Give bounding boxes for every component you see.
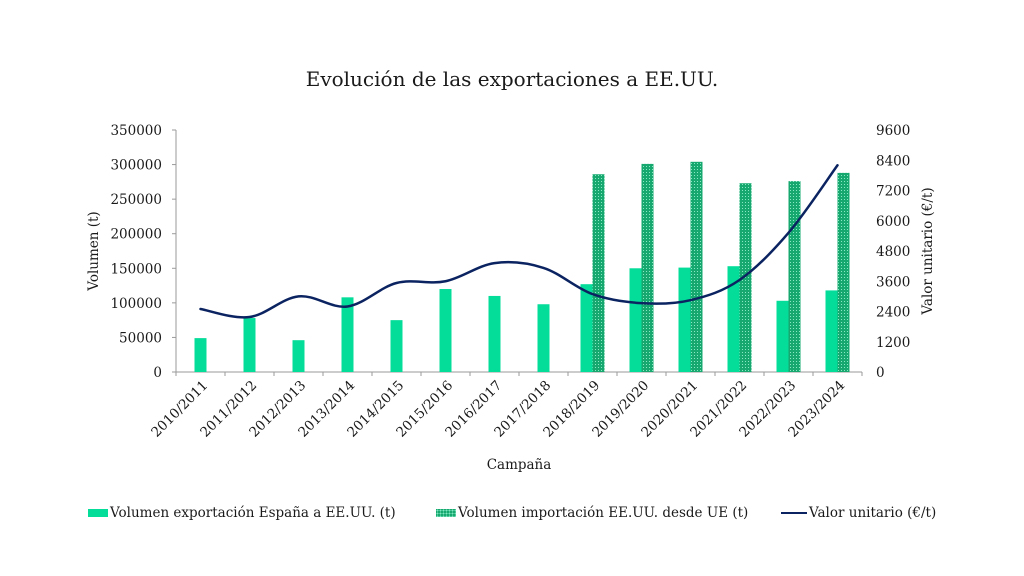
y-tick-label: 150000 (110, 261, 162, 277)
y2-axis-label: Valor unitario (€/t) (920, 187, 936, 315)
y-tick-label: 100000 (110, 296, 162, 312)
chart-title: Evolución de las exportaciones a EE.UU. (306, 67, 719, 91)
bar-export (292, 340, 305, 372)
bar-export (390, 320, 403, 372)
bar-export (537, 304, 550, 372)
y-tick-label: 250000 (110, 192, 162, 208)
bar-export (776, 300, 789, 372)
plot-area: 0 50000 100000 150000 200000 250000 300000 3500… (110, 123, 910, 441)
x-axis-label: Campaña (487, 457, 552, 473)
legend-label-export: Volumen exportación España a EE.UU. (t) (110, 505, 396, 521)
legend-swatch-export (88, 509, 108, 517)
legend-swatch-unit-value (781, 511, 807, 515)
bar-export (580, 284, 593, 372)
y-tick-label: 0 (153, 365, 162, 381)
bar-export (488, 295, 501, 372)
bar-export (243, 318, 256, 372)
y2-tick-label: 0 (876, 365, 885, 381)
y-tick-label: 300000 (110, 158, 162, 174)
bar-export (629, 268, 642, 372)
bar-import (788, 181, 801, 372)
y2-tick-label: 4800 (876, 244, 910, 260)
y2-tick-label: 8400 (876, 153, 910, 169)
bar-export (341, 297, 354, 372)
y2-tick-label: 9600 (876, 123, 910, 139)
y-axis-label: Volumen (t) (86, 211, 102, 291)
bar-export (825, 290, 838, 372)
legend-item-import: Volumen importación EE.UU. desde UE (t) (436, 505, 748, 521)
y-tick-label: 350000 (110, 123, 162, 139)
y-tick-label: 200000 (110, 227, 162, 243)
legend-label-unit-value: Valor unitario (€/t) (809, 505, 937, 521)
y2-tick-label: 7200 (876, 184, 910, 200)
bar-export (439, 289, 452, 372)
bar-import (837, 172, 850, 372)
legend: Volumen exportación España a EE.UU. (t) … (88, 505, 958, 527)
bar-import (739, 183, 752, 372)
y2-tick-label: 1200 (876, 335, 910, 351)
legend-label-import: Volumen importación EE.UU. desde UE (t) (458, 505, 749, 521)
bar-export (678, 267, 691, 372)
y2-tick-label: 6000 (876, 214, 910, 230)
bar-import (690, 161, 703, 372)
y2-tick-label: 3600 (876, 274, 910, 290)
legend-swatch-import (436, 509, 456, 517)
y2-tick-label: 2400 (876, 305, 910, 321)
bar-import (641, 163, 654, 372)
bar-export (727, 266, 740, 372)
legend-item-export: Volumen exportación España a EE.UU. (t) (88, 505, 396, 521)
bar-export (194, 338, 207, 372)
bar-import (592, 174, 605, 372)
y-tick-label: 50000 (119, 330, 162, 346)
legend-item-unit-value: Valor unitario (€/t) (781, 505, 936, 521)
